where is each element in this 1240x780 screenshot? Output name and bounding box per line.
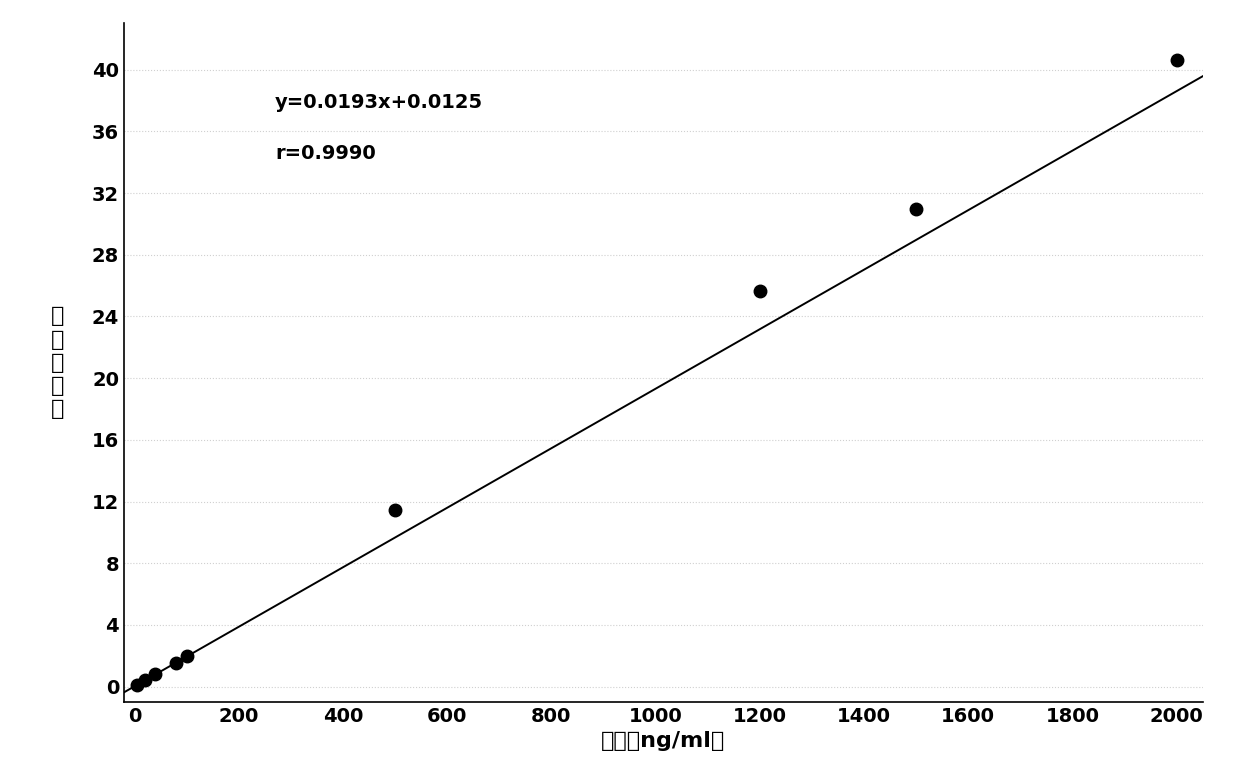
Point: [135, 674, 155, 686]
Point: [906, 203, 926, 215]
Point: [1167, 54, 1187, 66]
X-axis label: 浓度（ng/ml）: 浓度（ng/ml）: [601, 732, 725, 751]
Point: [166, 656, 186, 668]
Point: [386, 504, 405, 516]
Text: y=0.0193x+0.0125: y=0.0193x+0.0125: [275, 94, 484, 112]
Text: r=0.9990: r=0.9990: [275, 144, 376, 163]
Point: [128, 679, 148, 691]
Point: [750, 285, 770, 297]
Point: [176, 651, 196, 663]
Point: [145, 668, 165, 681]
Y-axis label: 浓
度
响
应
値: 浓 度 响 应 値: [51, 307, 63, 419]
